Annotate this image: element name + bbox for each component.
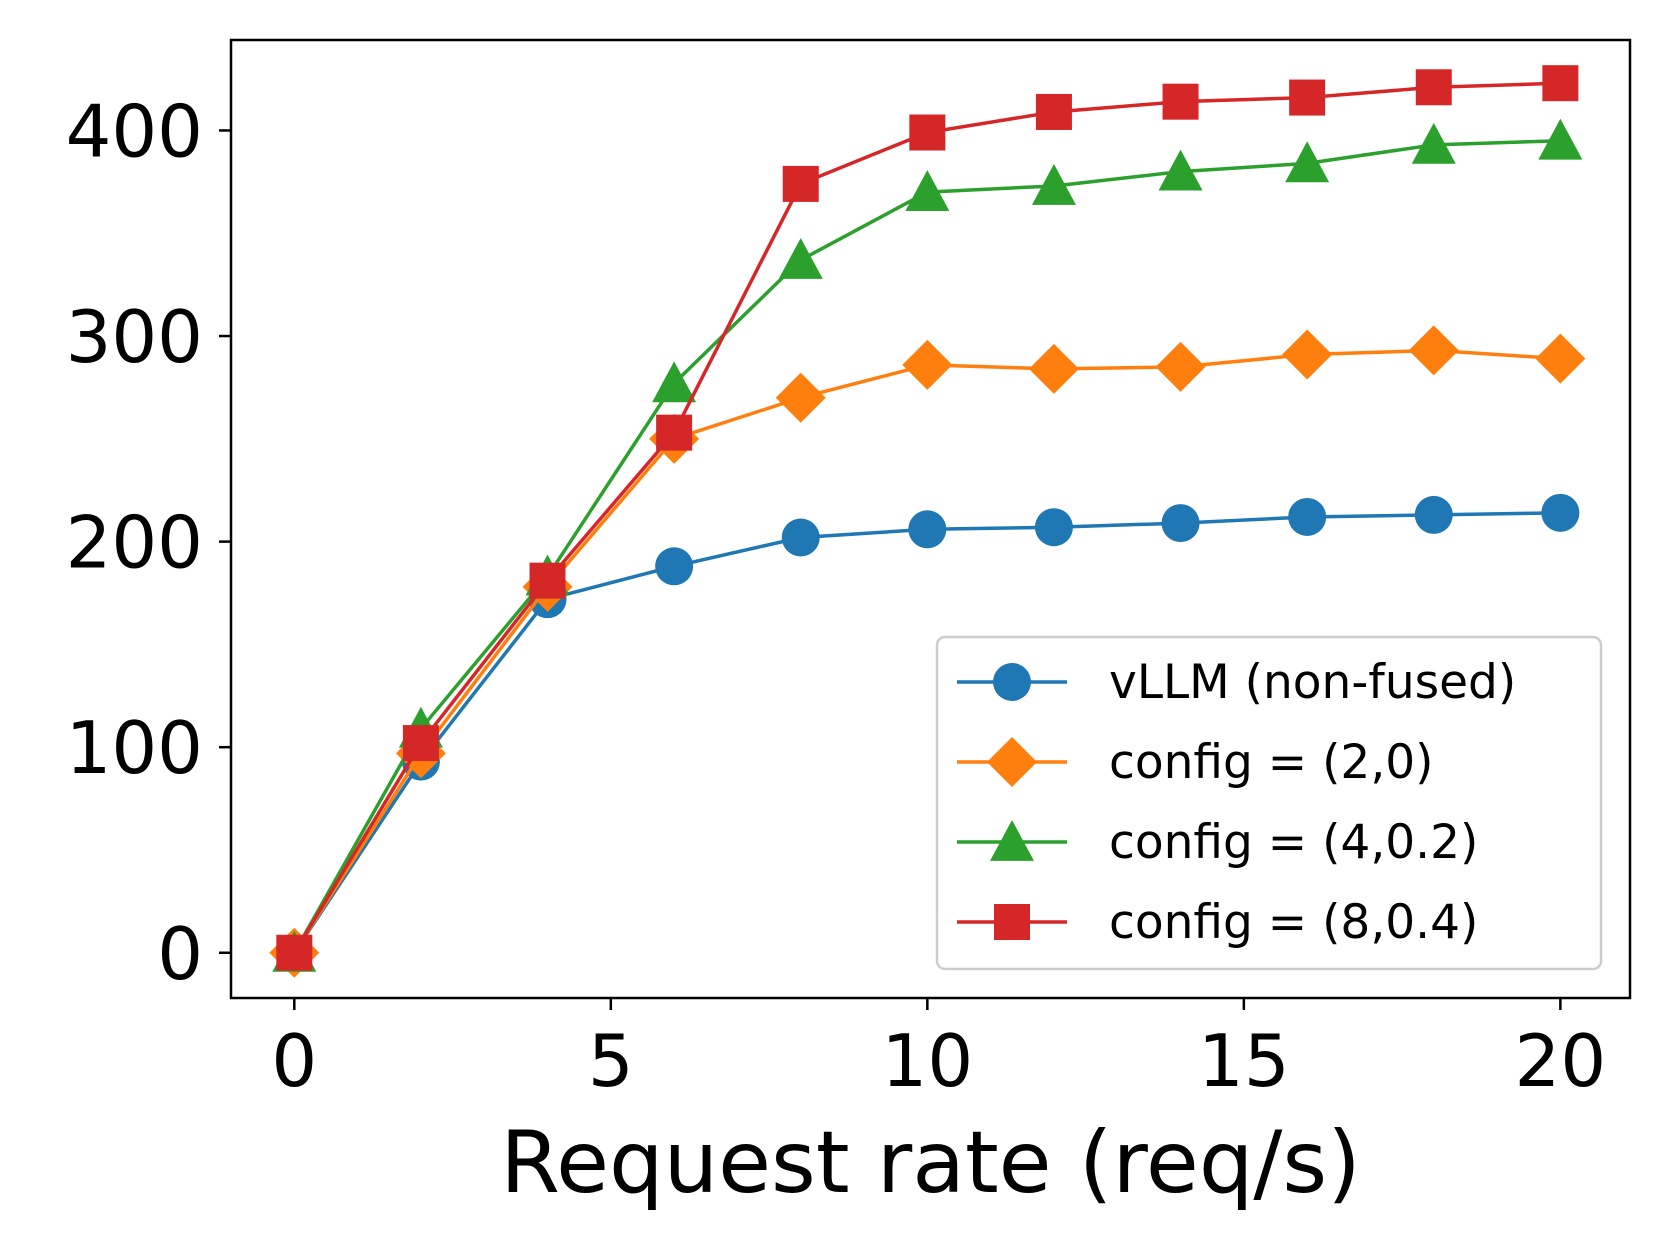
data-point bbox=[1538, 118, 1583, 160]
data-point bbox=[1282, 329, 1333, 380]
legend-marker bbox=[990, 820, 1034, 861]
data-point bbox=[1285, 141, 1330, 183]
x-tick-label: 0 bbox=[271, 1019, 317, 1103]
legend-item: config = (2,0) bbox=[957, 735, 1434, 790]
data-point bbox=[652, 361, 697, 403]
data-point bbox=[902, 339, 953, 390]
data-point bbox=[905, 170, 950, 212]
data-point bbox=[1161, 504, 1200, 543]
x-tick-label: 10 bbox=[882, 1019, 974, 1103]
y-tick-label: 100 bbox=[66, 706, 203, 790]
x-axis: 0 5 10 15 20 bbox=[271, 998, 1606, 1103]
y-axis: 0 100 200 300 400 bbox=[66, 89, 231, 996]
data-point bbox=[1411, 122, 1456, 164]
data-point bbox=[402, 725, 439, 762]
x-tick-label: 5 bbox=[588, 1019, 634, 1103]
data-point bbox=[778, 237, 823, 279]
data-point bbox=[1408, 325, 1459, 376]
data-point bbox=[1034, 508, 1073, 547]
y-tick-label: 0 bbox=[157, 912, 203, 996]
legend-marker bbox=[993, 663, 1031, 701]
x-tick-label: 15 bbox=[1198, 1019, 1290, 1103]
data-point bbox=[1535, 333, 1586, 384]
data-point bbox=[276, 934, 313, 971]
legend-item: vLLM (non-fused) bbox=[957, 655, 1516, 710]
data-point bbox=[781, 518, 820, 557]
legend-marker bbox=[994, 904, 1030, 940]
legend-label: config = (8,0.4) bbox=[1109, 895, 1478, 950]
data-point bbox=[1158, 149, 1203, 191]
x-tick-label: 20 bbox=[1515, 1019, 1607, 1103]
plot-frame bbox=[229, 38, 1632, 1000]
legend: vLLM (non-fused) config = (2,0) config = (… bbox=[935, 635, 1603, 971]
y-tick-label: 200 bbox=[66, 501, 203, 585]
series-layer bbox=[269, 65, 1586, 978]
data-point bbox=[655, 547, 694, 586]
x-axis-title: Request rate (req/s) bbox=[500, 1113, 1361, 1213]
data-point bbox=[775, 372, 826, 423]
data-point bbox=[1031, 163, 1076, 205]
data-point bbox=[1028, 343, 1079, 394]
data-point bbox=[1155, 341, 1206, 392]
data-point bbox=[1162, 83, 1199, 120]
data-point bbox=[782, 165, 819, 202]
data-point bbox=[1035, 93, 1072, 130]
data-point bbox=[1289, 79, 1326, 116]
data-point bbox=[656, 414, 693, 451]
legend-marker bbox=[987, 737, 1037, 787]
series-4 bbox=[276, 65, 1579, 971]
data-point bbox=[1414, 495, 1453, 534]
data-point bbox=[909, 114, 946, 151]
data-point bbox=[908, 510, 947, 549]
y-tick-label: 300 bbox=[66, 295, 203, 379]
data-point bbox=[1288, 497, 1327, 536]
data-point bbox=[529, 562, 566, 599]
data-point bbox=[1542, 65, 1579, 102]
legend-box bbox=[935, 635, 1603, 971]
legend-label: config = (4,0.2) bbox=[1109, 815, 1478, 870]
data-point bbox=[1541, 493, 1580, 532]
legend-item: config = (4,0.2) bbox=[957, 815, 1478, 870]
legend-item: config = (8,0.4) bbox=[957, 895, 1478, 950]
legend-label: config = (2,0) bbox=[1109, 735, 1434, 790]
data-point bbox=[1415, 69, 1452, 106]
y-tick-label: 400 bbox=[66, 89, 203, 173]
legend-label: vLLM (non-fused) bbox=[1109, 655, 1516, 710]
